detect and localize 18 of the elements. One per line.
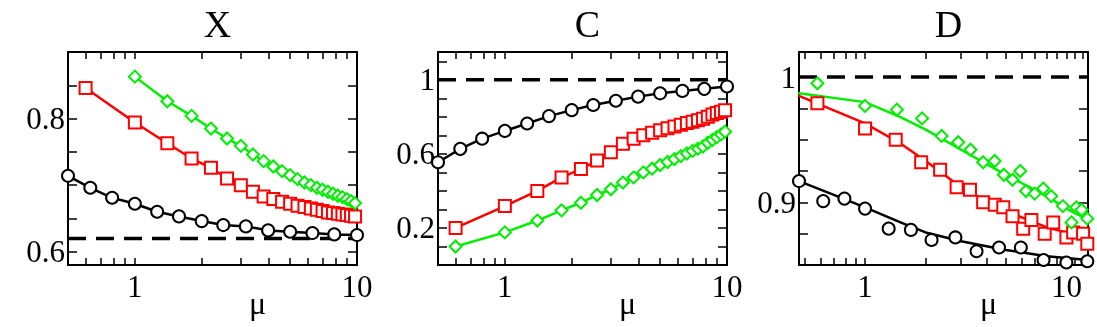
chart-title: X bbox=[203, 3, 232, 45]
x-tick-label: 10 bbox=[341, 269, 373, 304]
x-axis-title: μ bbox=[248, 285, 267, 321]
y-tick-label: 1 bbox=[419, 62, 435, 98]
y-tick-label: 0.6 bbox=[26, 234, 65, 270]
x-tick-label: 1 bbox=[857, 269, 873, 304]
x-tick-label: 1 bbox=[497, 269, 513, 304]
x-axis-title: μ bbox=[979, 285, 998, 321]
y-tick-label: 0.9 bbox=[757, 184, 796, 220]
y-tick-label: 0.2 bbox=[396, 210, 435, 246]
x-tick-label: 1 bbox=[127, 269, 143, 304]
chart-title: D bbox=[934, 3, 963, 45]
chart-title: C bbox=[574, 3, 601, 45]
x-axis-title: μ bbox=[618, 285, 637, 321]
x-tick-label: 10 bbox=[711, 269, 743, 304]
y-tick-label: 0.6 bbox=[396, 136, 435, 172]
x-tick-label: 10 bbox=[1050, 269, 1082, 304]
y-tick-label: 0.8 bbox=[26, 101, 65, 137]
